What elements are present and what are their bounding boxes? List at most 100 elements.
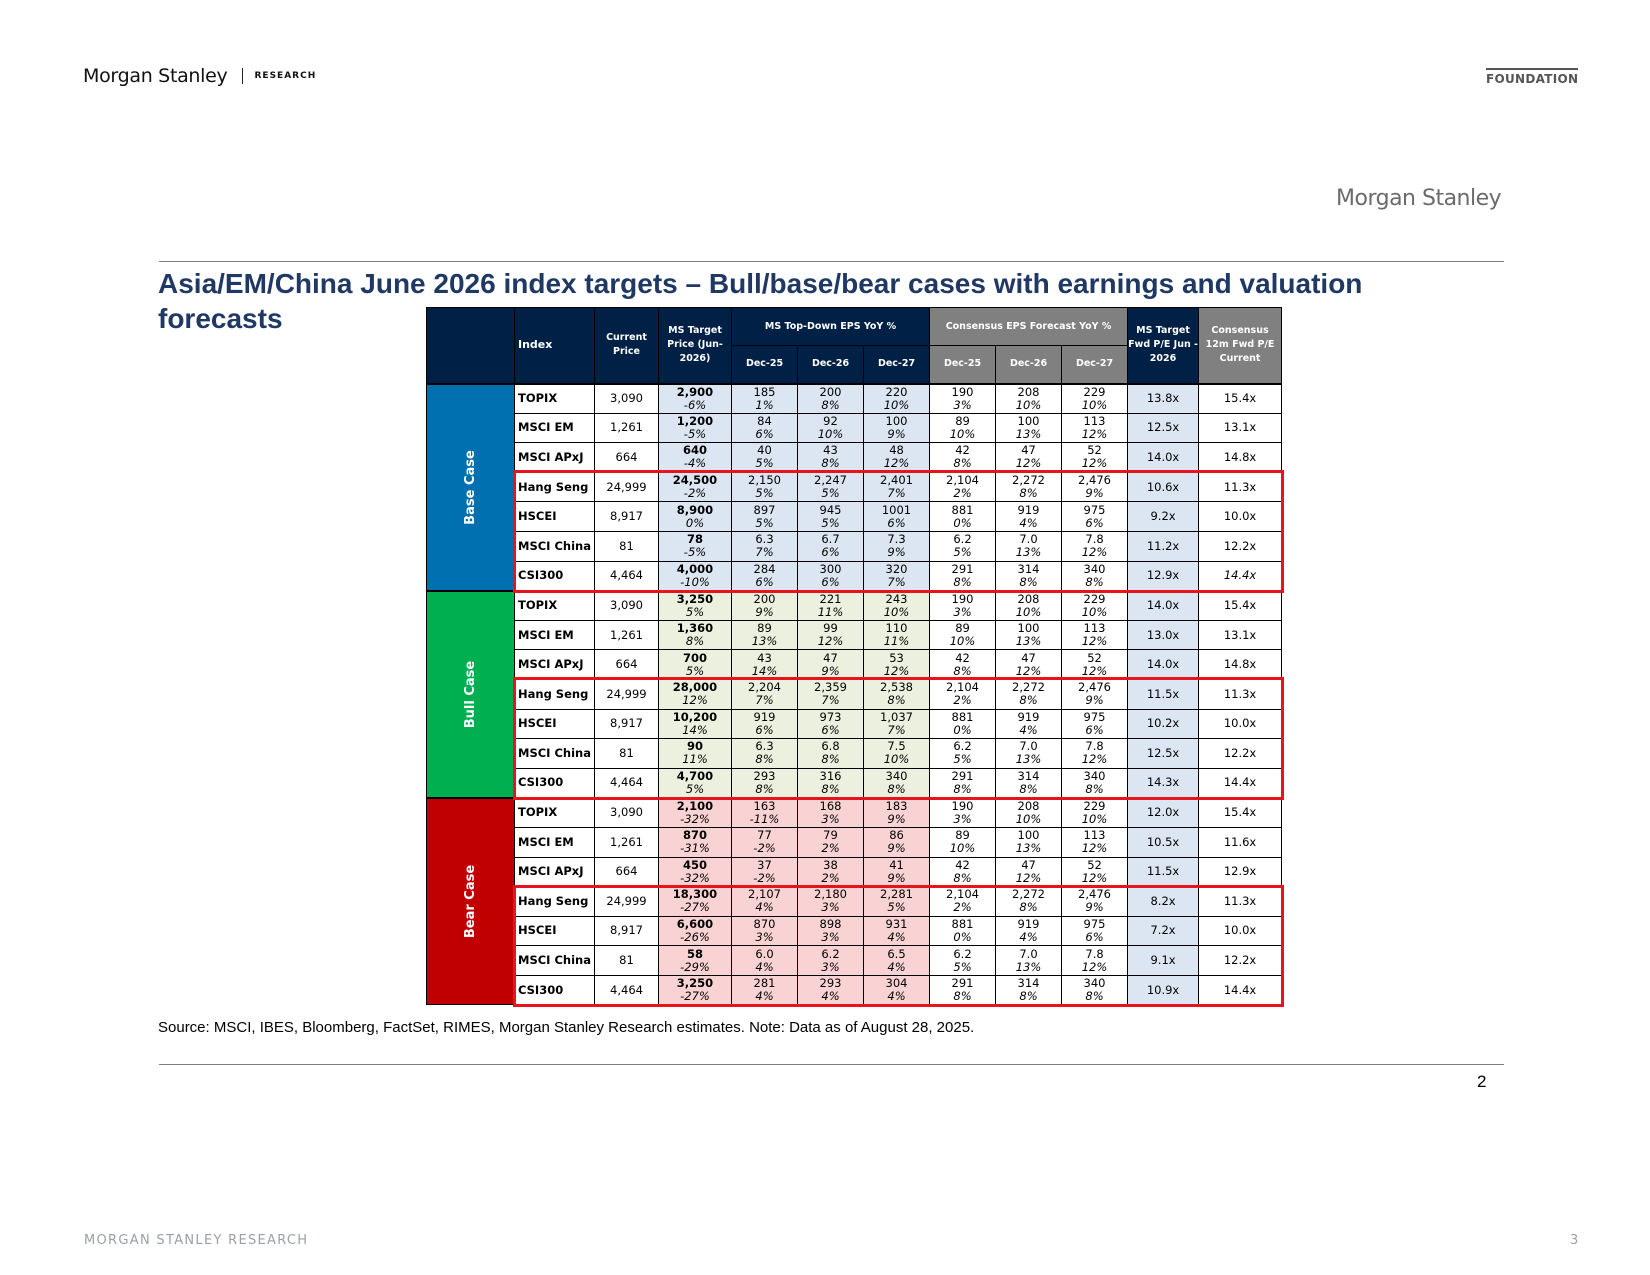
cell-growth: 5% (755, 486, 774, 501)
index-name: CSI300 (514, 974, 595, 1006)
cell-value: 2,900 (676, 384, 714, 399)
index-name: MSCI APxJ (514, 442, 595, 473)
cell-value: 100 (1017, 621, 1040, 636)
consensus-eps-dec-26: 100 13% (995, 619, 1063, 651)
consensus-pe: 10.0x (1198, 501, 1283, 532)
case-label-text: Bull Case (462, 660, 478, 728)
ms-target-price: 2,100 -32% (658, 796, 732, 828)
cell-growth: 10% (883, 604, 910, 619)
index-name: MSCI APxJ (514, 649, 595, 680)
cell-growth: 8% (1019, 900, 1038, 915)
header-ms-dec-25: Dec-25 (731, 345, 798, 384)
current-price: 664 (594, 442, 659, 473)
current-price: 8,917 (594, 915, 659, 947)
ms-eps-dec-26: 6.2 3% (797, 945, 864, 976)
consensus-eps-dec-27: 113 12% (1061, 826, 1129, 858)
cell-value: 1,360 (676, 621, 714, 636)
cell-value: 6.3 (755, 532, 774, 547)
ms-eps-dec-27: 1001 6% (862, 501, 931, 532)
index-name: Hang Seng (514, 471, 595, 503)
cell-value: 6.2 (821, 946, 840, 961)
table-row: MSCI China 81 90 11% 6.3 8% 6.8 8% 7.5 10% 6.2 5% 7.… (427, 738, 1283, 769)
consensus-eps-dec-26: 208 10% (995, 382, 1063, 414)
cell-growth: 6% (821, 545, 840, 560)
cell-growth: 5% (821, 486, 840, 501)
cell-value: 58 (686, 946, 703, 961)
header-ms-eps: MS Top-Down EPS YoY % (730, 307, 931, 346)
consensus-eps-dec-27: 7.8 12% (1061, 945, 1129, 976)
cell-growth: 7% (821, 693, 840, 708)
cell-growth: 8% (887, 781, 906, 796)
ms-target-pe: 14.3x (1127, 767, 1200, 799)
ms-target-price: 58 -29% (658, 945, 732, 976)
consensus-eps-dec-25: 6.2 5% (929, 530, 997, 562)
top-rule (159, 261, 1504, 262)
ms-target-price: 8,900 0% (658, 501, 732, 532)
current-price: 4,464 (594, 560, 659, 592)
cell-value: 1,037 (880, 709, 913, 724)
cell-value: 316 (819, 768, 842, 783)
cell-growth: 8% (887, 693, 906, 708)
cell-value: 700 (682, 650, 707, 665)
cell-growth: 9% (1085, 900, 1104, 915)
header-cons-dec-26: Dec-26 (995, 345, 1063, 384)
consensus-eps-dec-26: 919 4% (995, 915, 1063, 947)
consensus-eps-dec-25: 881 0% (929, 708, 997, 740)
ms-eps-dec-27: 48 12% (862, 442, 931, 473)
cell-growth: 4% (887, 929, 906, 944)
cell-growth: 10% (817, 426, 844, 441)
table-row: Hang Seng 24,999 18,300 -27% 2,107 4% 2,180 3% 2… (427, 886, 1283, 917)
ms-eps-dec-27: 110 11% (862, 619, 931, 651)
ms-target-pe: 14.0x (1127, 589, 1200, 621)
cell-value: 43 (757, 650, 772, 665)
cell-growth: 9% (887, 426, 906, 441)
consensus-eps-dec-25: 89 10% (929, 412, 997, 444)
cell-growth: 10% (883, 752, 910, 767)
consensus-eps-dec-27: 113 12% (1061, 619, 1129, 651)
index-name: CSI300 (514, 767, 595, 799)
consensus-eps-dec-27: 229 10% (1061, 589, 1129, 621)
ms-target-price: 18,300 -27% (658, 886, 732, 917)
table-row: MSCI EM 1,261 1,200 -5% 84 6% 92 10% 100 9% 89 10% 1… (427, 412, 1283, 444)
cell-growth: 8% (821, 456, 840, 471)
index-name: TOPIX (514, 382, 595, 414)
cell-growth: 7% (887, 486, 906, 501)
table-row: MSCI APxJ 664 450 -32% 37 -2% 38 2% 41 9% 42 8% 47 12… (427, 856, 1283, 888)
index-targets-table: Index Current Price MS Target Price (Jun… (426, 307, 1283, 1006)
cell-growth: 8% (1019, 989, 1038, 1004)
cell-growth: 3% (953, 811, 972, 826)
ms-eps-dec-27: 100 9% (862, 412, 931, 444)
cell-growth: 5% (821, 515, 840, 530)
ms-eps-dec-27: 86 9% (862, 826, 931, 858)
ms-target-pe: 12.5x (1127, 738, 1200, 769)
cell-value: 7.8 (1085, 532, 1104, 547)
cell-growth: 3% (755, 929, 774, 944)
cell-growth: -26% (680, 929, 710, 944)
cell-growth: 5% (953, 545, 972, 560)
cell-value: 77 (757, 828, 772, 843)
ms-target-pe: 11.5x (1127, 678, 1200, 710)
ms-target-pe: 14.0x (1127, 442, 1200, 473)
cell-growth: 5% (755, 456, 774, 471)
cell-value: 6.0 (755, 946, 774, 961)
current-price: 81 (594, 945, 659, 976)
cell-growth: 8% (685, 634, 705, 649)
cell-value: 4,700 (676, 768, 714, 783)
ms-eps-dec-26: 38 2% (797, 856, 864, 888)
cell-growth: 4% (1019, 722, 1038, 737)
ms-eps-dec-26: 221 11% (797, 589, 864, 621)
case-label-text: Base Case (462, 449, 478, 525)
ms-eps-dec-25: 2,150 5% (731, 471, 798, 503)
cell-growth: 5% (953, 752, 972, 767)
ms-eps-dec-25: 870 3% (731, 915, 798, 947)
cell-value: 881 (951, 502, 974, 517)
table-row: CSI300 4,464 4,000 -10% 284 6% 300 6% 320 7% 291 8%… (427, 560, 1283, 592)
cell-value: 314 (1017, 976, 1040, 991)
cell-value: 190 (951, 384, 974, 399)
cell-value: 168 (819, 798, 842, 813)
cell-value: 2,107 (748, 887, 781, 902)
current-price: 4,464 (594, 974, 659, 1006)
cell-value: 52 (1087, 857, 1102, 872)
cell-value: 42 (955, 857, 970, 872)
cell-growth: -4% (683, 456, 707, 471)
